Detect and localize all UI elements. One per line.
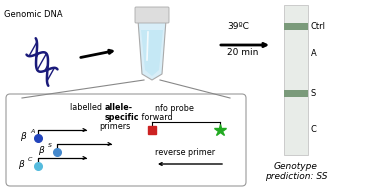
Text: C: C — [311, 125, 317, 135]
Text: β: β — [20, 132, 26, 141]
Text: allele-: allele- — [105, 103, 133, 112]
Text: A: A — [311, 49, 317, 57]
FancyBboxPatch shape — [6, 94, 246, 186]
Text: nfo probe: nfo probe — [155, 104, 194, 113]
Text: Genotype
prediction: SS: Genotype prediction: SS — [265, 162, 327, 181]
Polygon shape — [141, 30, 163, 76]
FancyBboxPatch shape — [135, 7, 169, 23]
Text: specific: specific — [105, 113, 139, 122]
Text: Genomic DNA: Genomic DNA — [4, 10, 63, 19]
Text: reverse primer: reverse primer — [155, 148, 215, 157]
Bar — [284, 90, 308, 97]
Text: A: A — [30, 129, 34, 134]
Text: forward: forward — [139, 113, 173, 122]
Text: primers: primers — [99, 122, 131, 131]
Bar — [284, 23, 308, 30]
Text: labelled: labelled — [70, 103, 105, 112]
Text: S: S — [48, 143, 52, 148]
Text: Ctrl: Ctrl — [311, 22, 326, 31]
Text: 20 min: 20 min — [227, 48, 258, 57]
Text: C: C — [28, 157, 32, 162]
Text: β: β — [18, 160, 24, 169]
Text: β: β — [38, 146, 44, 155]
Text: 39ºC: 39ºC — [227, 22, 249, 31]
Bar — [284, 5, 308, 155]
Text: S: S — [311, 89, 316, 98]
Polygon shape — [138, 20, 166, 80]
